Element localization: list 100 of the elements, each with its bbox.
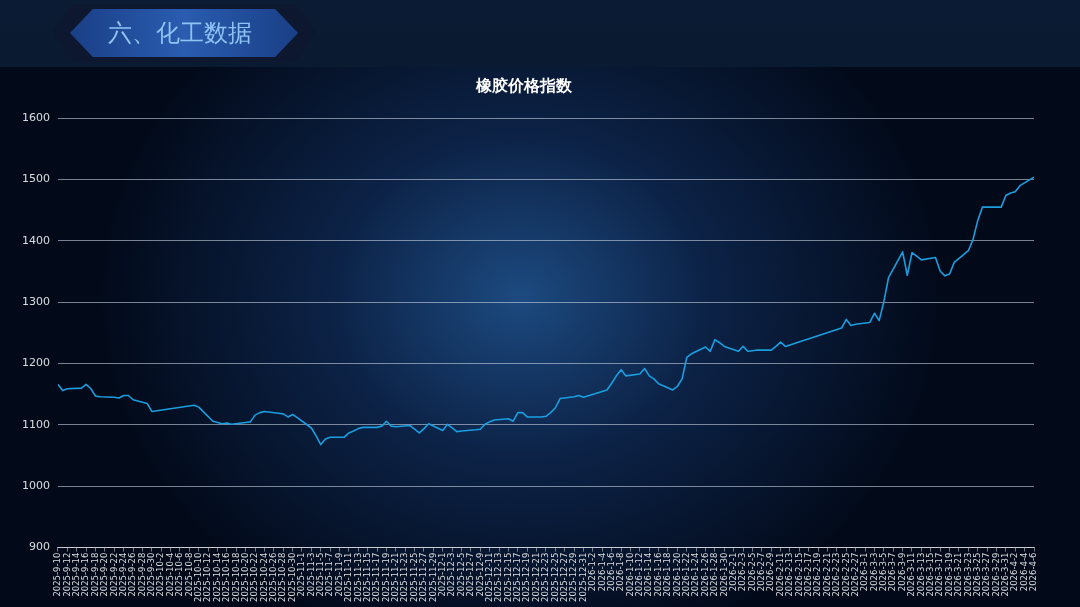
chart-title: 橡胶价格指数 [475, 75, 573, 95]
x-tick-label: 2026-4-6 [1028, 552, 1039, 592]
x-tick-label: 2026-1-30 [718, 552, 729, 597]
x-tick-label: 2025-11-3 [305, 552, 316, 597]
x-tick-label: 2025-10-28 [277, 552, 288, 603]
x-tick-label: 2025-10-12 [202, 552, 213, 603]
x-tick-label: 2025-12-1 [436, 552, 447, 597]
y-tick-label: 1200 [21, 356, 50, 370]
x-tick-label: 2025-9-20 [99, 552, 110, 597]
x-tick-label: 2026-1-10 [624, 552, 635, 597]
x-tick-label: 2026-3-1 [859, 552, 870, 592]
y-tick-label: 1600 [21, 111, 50, 125]
x-tick-label: 2025-11-9 [333, 552, 344, 597]
x-tick-label: 2025-12-7 [465, 552, 476, 597]
y-tick-label: 1500 [21, 172, 50, 186]
x-tick-label: 2025-12-23 [540, 552, 551, 603]
x-tick-label: 2026-3-23 [962, 552, 973, 597]
x-tick-label: 2025-12-13 [493, 552, 504, 603]
x-tick-label: 2026-3-17 [934, 552, 945, 597]
x-tick-label: 2025-10-16 [221, 552, 232, 603]
x-tick-label: 2026-1-26 [699, 552, 710, 597]
x-tick-label: 2026-3-5 [878, 552, 889, 592]
x-tick-label: 2025-11-5 [314, 552, 325, 597]
x-tick-label: 2026-3-11 [906, 552, 917, 597]
x-tick-label: 2026-3-13 [915, 552, 926, 597]
x-tick-label: 2025-11-21 [390, 552, 401, 603]
x-tick-label: 2025-11-29 [427, 552, 438, 603]
x-tick-label: 2025-12-25 [549, 552, 560, 603]
x-tick-label: 2026-4-4 [1018, 552, 1029, 592]
x-tick-label: 2025-10-4 [164, 552, 175, 597]
x-tick-label: 2025-10-2 [155, 552, 166, 597]
x-tick-label: 2026-2-13 [784, 552, 795, 597]
x-tick-label: 2026-2-15 [793, 552, 804, 597]
x-tick-label: 2025-12-17 [512, 552, 523, 603]
x-tick-label: 2025-9-10 [52, 552, 63, 597]
x-tick-label: 2026-2-9 [765, 552, 776, 592]
x-tick-label: 2026-1-12 [634, 552, 645, 597]
x-tick-label: 2026-3-21 [953, 552, 964, 597]
x-tick-label: 2025-12-3 [446, 552, 457, 597]
x-tick-label: 2026-1-8 [615, 552, 626, 592]
y-tick-label: 1000 [21, 479, 50, 493]
x-tick-label: 2025-9-28 [136, 552, 147, 597]
x-tick-label: 2025-12-21 [530, 552, 541, 603]
x-tick-label: 2026-1-18 [662, 552, 673, 597]
x-tick-label: 2026-1-16 [652, 552, 663, 597]
x-tick-label: 2025-11-13 [352, 552, 363, 603]
x-tick-label: 2026-1-14 [643, 552, 654, 597]
x-tick-label: 2025-10-6 [174, 552, 185, 597]
x-tick-label: 2025-11-27 [418, 552, 429, 603]
x-tick-label: 2026-2-19 [812, 552, 823, 597]
x-tick-label: 2026-2-3 [737, 552, 748, 592]
x-tick-label: 2025-10-20 [239, 552, 250, 603]
x-tick-label: 2026-2-23 [831, 552, 842, 597]
x-tick-label: 2026-2-5 [746, 552, 757, 592]
x-tick-label: 2025-10-24 [258, 552, 269, 603]
x-tick-label: 2026-3-3 [868, 552, 879, 592]
x-tick-label: 2026-1-2 [587, 552, 598, 592]
x-tick-label: 2025-10-18 [230, 552, 241, 603]
x-tick-label: 2025-12-5 [455, 552, 466, 597]
x-tick-label: 2025-10-26 [268, 552, 279, 603]
x-tick-label: 2025-9-22 [108, 552, 119, 597]
x-tick-label: 2025-9-26 [127, 552, 138, 597]
x-tick-label: 2025-9-30 [146, 552, 157, 597]
x-tick-label: 2025-9-18 [89, 552, 100, 597]
y-tick-label: 1100 [21, 417, 50, 431]
x-tick-label: 2025-10-14 [211, 552, 222, 603]
x-tick-label: 2026-1-22 [680, 552, 691, 597]
x-tick-label: 2025-10-8 [183, 552, 194, 597]
x-tick-label: 2025-11-11 [343, 552, 354, 603]
x-tick-label: 2026-2-21 [821, 552, 832, 597]
x-tick-label: 2025-12-19 [521, 552, 532, 603]
x-tick-label: 2025-12-15 [502, 552, 513, 603]
x-tick-label: 2025-11-1 [296, 552, 307, 597]
x-tick-label: 2026-3-29 [990, 552, 1001, 597]
y-tick-label: 1400 [21, 233, 50, 247]
x-tick-label: 2026-4-2 [1009, 552, 1020, 592]
x-tick-label: 2026-1-20 [671, 552, 682, 597]
x-tick-label: 2026-2-25 [840, 552, 851, 597]
x-tick-label: 2026-2-17 [802, 552, 813, 597]
text: 六、化工数据 [108, 18, 252, 49]
x-tick-label: 2025-9-14 [70, 552, 81, 597]
y-tick-label: 900 [28, 540, 50, 554]
x-tick-label: 2025-12-27 [558, 552, 569, 603]
x-tick-label: 2026-1-28 [709, 552, 720, 597]
x-tick-label: 2026-3-7 [887, 552, 898, 592]
x-tick-label: 2025-10-22 [249, 552, 260, 603]
x-tick-label: 2026-1-24 [690, 552, 701, 597]
x-tick-label: 2025-9-12 [61, 552, 72, 597]
x-tick-label: 2025-11-19 [380, 552, 391, 603]
x-tick-label: 2026-2-7 [756, 552, 767, 592]
x-tick-label: 2025-11-17 [371, 552, 382, 603]
x-tick-label: 2026-1-6 [605, 552, 616, 592]
x-tick-label: 2025-12-9 [474, 552, 485, 597]
x-tick-label: 2025-12-11 [483, 552, 494, 603]
x-tick-label: 2026-3-19 [943, 552, 954, 597]
x-tick-label: 2026-2-27 [849, 552, 860, 597]
x-tick-label: 2025-11-7 [324, 552, 335, 597]
x-tick-label: 2025-12-31 [577, 552, 588, 603]
x-tick-label: 2026-3-25 [971, 552, 982, 597]
x-tick-label: 2026-3-15 [924, 552, 935, 597]
